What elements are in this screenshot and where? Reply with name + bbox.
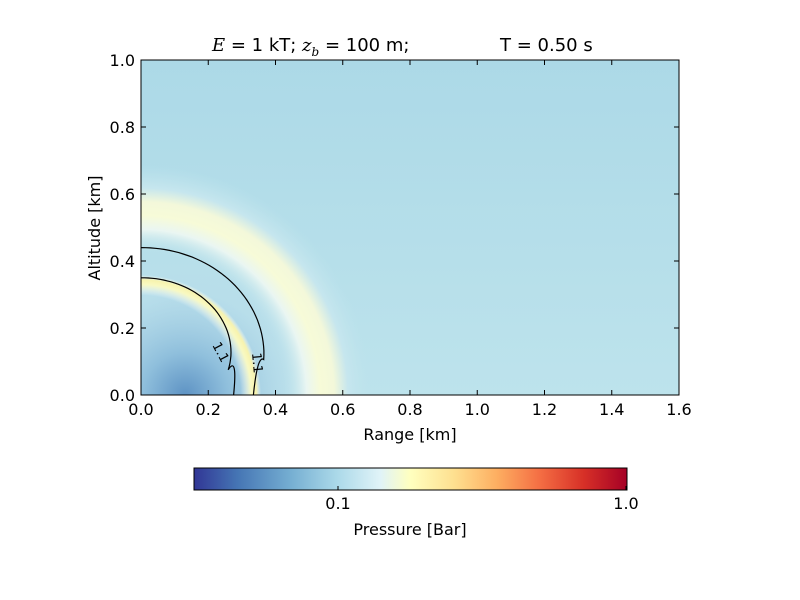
x-tick-label: 1.0 (465, 400, 490, 419)
colorbar-gradient (193, 467, 628, 491)
colorbar: 0.1 1.0 Pressure [Bar] (193, 467, 639, 539)
chart-title: E = 1 kT; zb = 100 m; T = 0.50 s (211, 35, 593, 59)
contour-line (141, 277, 236, 395)
plot-area: 1.1 1.1 (141, 60, 679, 395)
heatmap-shock-front (141, 60, 679, 395)
colorbar-label: Pressure [Bar] (353, 520, 466, 539)
contour-layer: 1.1 1.1 (141, 247, 265, 395)
x-tick-label: 0.4 (263, 400, 288, 419)
contour-label: 1.1 (248, 352, 265, 374)
title-height-subscript: b (312, 45, 320, 59)
y-tick-label: 0.0 (110, 386, 135, 405)
x-tick-label: 0.8 (397, 400, 422, 419)
y-tick-label: 1.0 (110, 51, 135, 70)
y-tick-label: 0.8 (110, 118, 135, 137)
x-tick-label: 1.4 (599, 400, 624, 419)
x-tick-label: 1.6 (666, 400, 691, 419)
colorbar-tick-label-1: 1.0 (613, 494, 638, 513)
title-energy-text: = 1 kT; (225, 35, 302, 56)
x-tick-label: 0.0 (128, 400, 153, 419)
colorbar-tick-label-0: 0.1 (325, 494, 350, 513)
x-axis: 0.0 0.2 0.4 0.6 0.8 1.0 1.2 1.4 1.6 (128, 60, 692, 419)
svg-text:E = 1 kT; zb = 100 m;: E = 1 kT; zb = 100 m; (211, 35, 409, 59)
title-height-text: = 100 m; (319, 35, 409, 56)
y-tick-label: 0.4 (110, 252, 135, 271)
contour-line (141, 247, 265, 395)
x-tick-label: 0.6 (330, 400, 355, 419)
y-tick-label: 0.2 (110, 319, 135, 338)
title-energy-symbol: E (211, 35, 225, 56)
x-tick-label: 1.2 (532, 400, 557, 419)
x-axis-label: Range [km] (363, 425, 456, 444)
y-tick-label: 0.6 (110, 185, 135, 204)
title-height-symbol: z (301, 35, 312, 56)
x-tick-label: 0.2 (196, 400, 221, 419)
y-axis-label: Altitude [km] (85, 176, 104, 281)
y-axis: 0.0 0.2 0.4 0.6 0.8 1.0 (110, 51, 679, 405)
title-time: T = 0.50 s (499, 35, 593, 56)
